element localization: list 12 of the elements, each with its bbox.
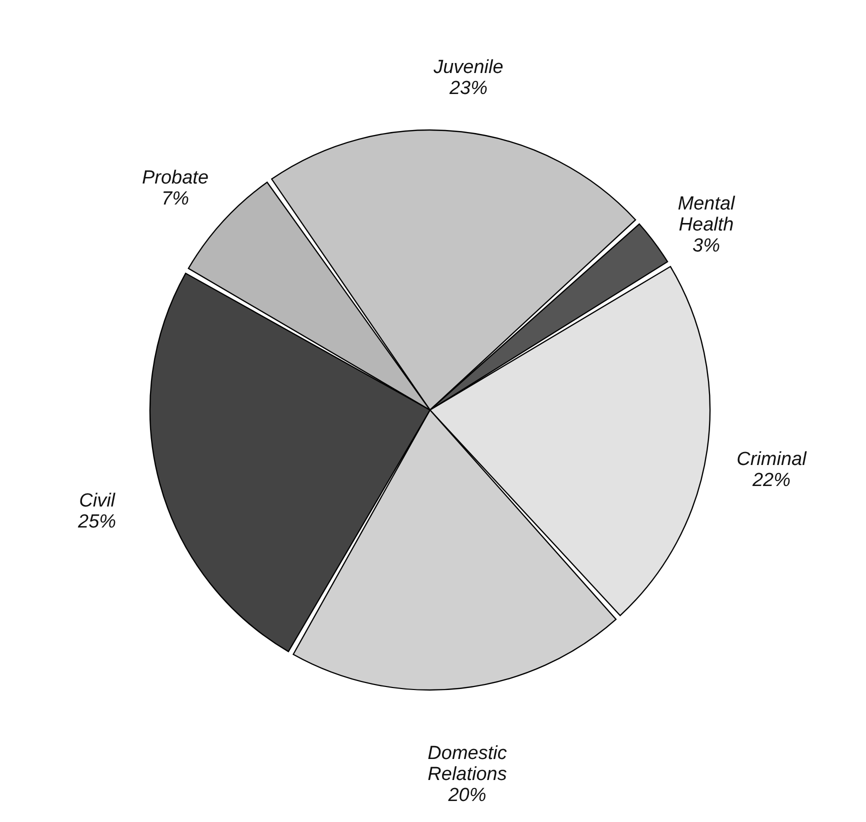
slice-label: Criminal (736, 449, 808, 470)
data-label: 22% (751, 470, 791, 492)
slice-label: Domestic Relations (428, 742, 508, 785)
data-label: 3% (692, 235, 720, 256)
slice-label: Juvenile (432, 57, 504, 78)
data-label: 25% (77, 511, 116, 532)
data-label: 7% (162, 188, 190, 210)
data-label: 20% (447, 784, 486, 806)
slice-label: Mental Health (678, 193, 736, 236)
slice-label: Probate (142, 167, 209, 188)
slice-label: Civil (79, 490, 116, 512)
data-label: 23% (448, 78, 488, 100)
